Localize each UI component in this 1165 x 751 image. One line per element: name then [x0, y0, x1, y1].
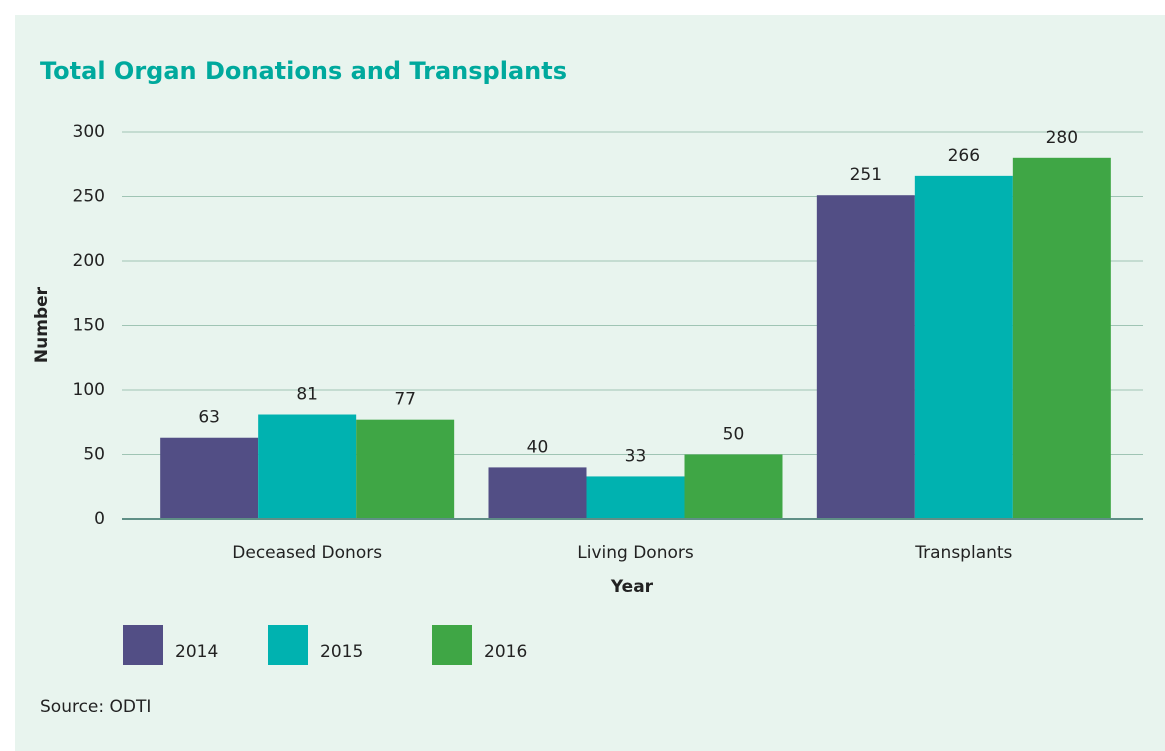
data-label: 50 [723, 425, 745, 445]
x-tick-label: Transplants [914, 543, 1012, 563]
data-label: 33 [625, 446, 647, 466]
legend-label: 2015 [320, 642, 363, 662]
legend-swatch [432, 625, 472, 665]
bar [816, 195, 915, 519]
data-label: 81 [296, 385, 318, 405]
x-axis-title: Year [610, 577, 654, 597]
data-label: 266 [948, 146, 980, 166]
bar [914, 175, 1013, 520]
chart-title: Total Organ Donations and Transplants [40, 57, 567, 85]
bar [684, 454, 783, 519]
y-tick-label: 50 [83, 445, 105, 465]
bar [258, 414, 357, 519]
y-tick-label: 100 [73, 380, 105, 400]
data-label: 40 [527, 437, 549, 457]
legend-label: 2016 [484, 642, 527, 662]
y-axis-title: Number [32, 286, 52, 363]
legend-label: 2014 [175, 642, 218, 662]
bar [488, 467, 587, 519]
data-label: 77 [394, 390, 416, 410]
source-note: Source: ODTI [40, 697, 151, 717]
x-tick-label: Deceased Donors [232, 543, 382, 563]
bar [160, 437, 259, 519]
y-tick-label: 250 [73, 187, 105, 207]
bar [586, 476, 685, 519]
data-label: 63 [198, 408, 220, 428]
bar [1012, 157, 1111, 520]
y-tick-label: 200 [73, 251, 105, 271]
y-tick-label: 150 [73, 316, 105, 336]
x-tick-label: Living Donors [577, 543, 694, 563]
y-tick-label: 0 [94, 509, 105, 529]
legend-swatch [268, 625, 308, 665]
data-label: 251 [850, 165, 882, 185]
legend-swatch [123, 625, 163, 665]
data-label: 280 [1046, 128, 1078, 148]
y-tick-label: 300 [73, 122, 105, 142]
bar [356, 419, 455, 519]
